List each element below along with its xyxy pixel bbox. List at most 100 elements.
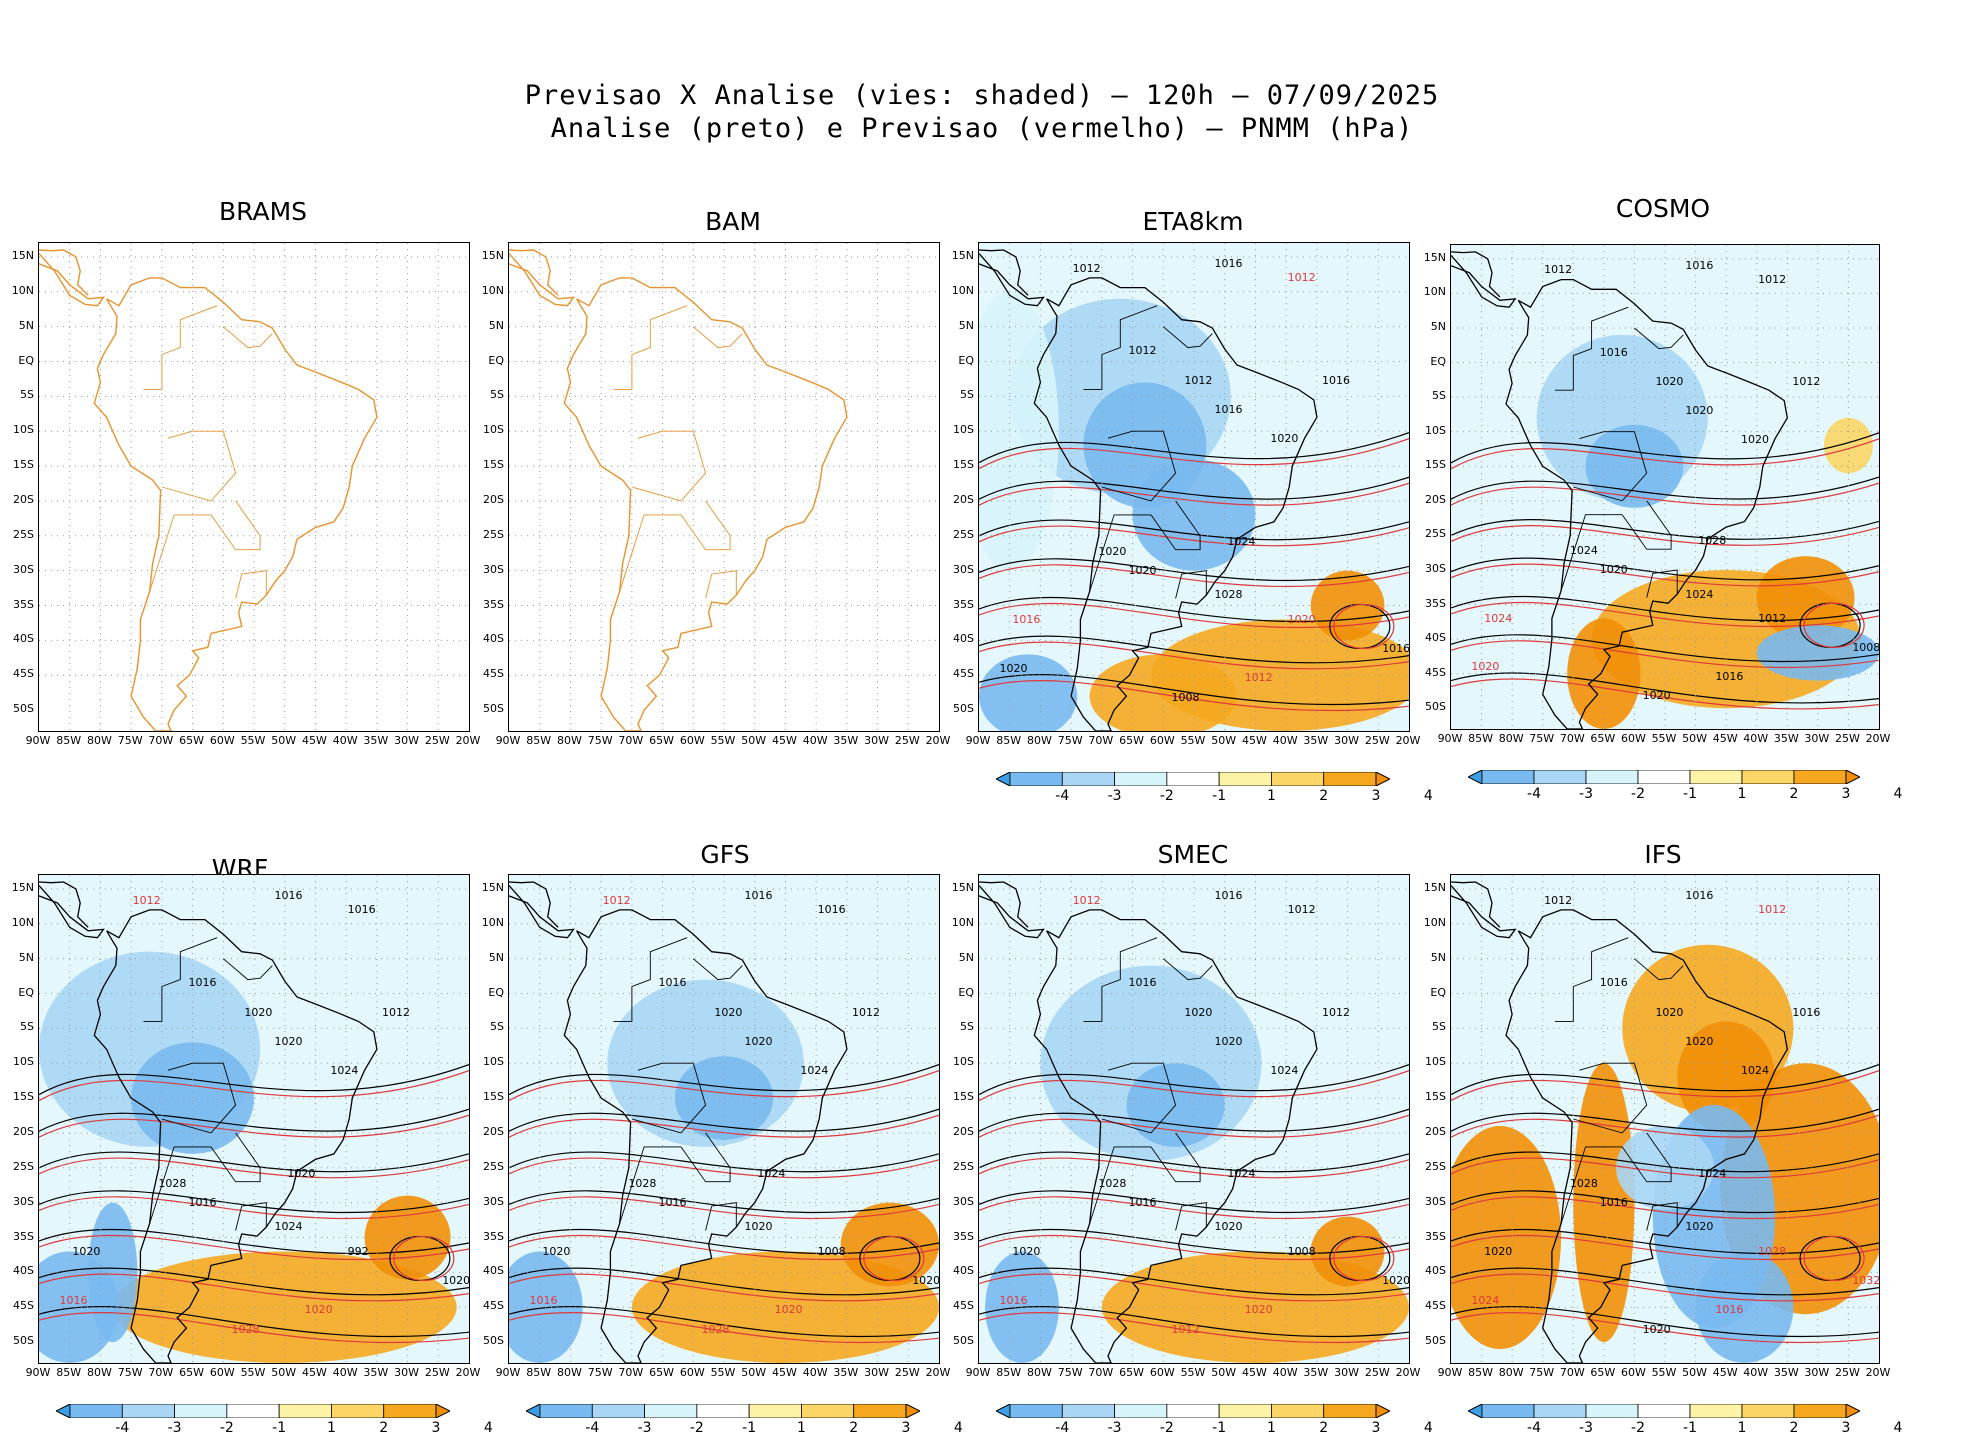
colorbar-bin [383,1404,437,1418]
coastline [1033,909,1318,1363]
forecast-isobar [39,1311,469,1344]
longitude-tick-label: 70W [1088,734,1114,747]
country-border [1150,1132,1201,1183]
latitude-tick-label: 25S [483,1159,504,1173]
latitude-tick-label: 10S [483,423,504,437]
forecast-isobar [1451,525,1879,546]
latitude-tick-label: 30S [1425,1194,1446,1208]
country-border [1634,327,1684,350]
longitude-tick-label: 20W [1865,732,1891,745]
longitude-tick-label: 20W [1395,1366,1421,1379]
colorbar-bin [853,1404,907,1418]
isobar-label: 1012 [1072,893,1101,907]
analysis-isobar [509,1267,939,1296]
panel-title: BRAMS [218,197,308,226]
longitude-tick-label: 60W [1620,732,1646,745]
longitude-tick-label: 50W [271,734,297,747]
latitude-tick-label: 10N [1423,915,1446,929]
latitude-tick-label: 15S [13,1090,34,1104]
isobar-label: 1012 [1544,263,1573,277]
colorbar [526,1404,920,1418]
country-border [1101,430,1177,502]
colorbar-tick-label: 3 [1841,1420,1851,1436]
longitude-tick-label: 85W [996,734,1022,747]
latitude-tick-label: 20S [953,1124,974,1138]
forecast-isobar [509,1196,939,1220]
longitude-tick-label: 80W [1498,732,1524,745]
country-border [693,326,743,349]
analysis-isobar [979,1108,1409,1132]
latitude-tick-label: 40S [953,1264,974,1278]
isobar-label: 1012 [382,1005,410,1019]
longitude-tick-label: 30W [1804,1366,1830,1379]
bias-shade-region [1616,1125,1714,1210]
colorbar-bin [1533,770,1587,784]
latitude-tick-label: 20S [1425,1124,1446,1138]
colorbar [996,1404,1390,1418]
longitude-tick-label: 85W [56,1366,82,1379]
latitude-tick-label: 35S [483,597,504,611]
latitude-tick-label: 5S [960,388,974,402]
colorbar-bin [1637,770,1691,784]
analysis-isobar [979,432,1409,464]
latitude-tick-label: 40S [483,1264,504,1278]
longitude-tick-label: 75W [1057,1366,1083,1379]
colorbar-tick-label: 1 [1737,1420,1747,1436]
colorbar-tick-label: -4 [1055,1420,1070,1436]
isobar-label: 1012 [1244,671,1273,685]
longitude-tick-label: 60W [679,1366,705,1379]
isobar-label: 1024 [1569,544,1598,558]
colorbar-bin [539,1404,593,1418]
longitude-tick-label: 80W [1026,1366,1052,1379]
longitude-tick-label: 50W [1682,732,1707,745]
isobar-label: 1012 [132,893,161,907]
isobar-label: 1020 [774,1303,803,1317]
colorbar-bin [1585,770,1639,784]
country-border [1089,514,1151,592]
country-border [1083,305,1158,390]
analysis-isobar [1451,1108,1879,1132]
latitude-tick-label: 15S [1425,458,1446,472]
country-border [680,1132,731,1183]
panel-title: IFS [1644,840,1682,869]
longitude-tick-label: 30W [1334,1366,1359,1379]
longitude-tick-label: 45W [301,1366,327,1379]
longitude-tick-label: 35W [833,734,859,747]
colorbar-tick-label: 1 [1266,788,1276,804]
isobar-label: 1024 [1685,587,1714,601]
latitude-tick-label: 50S [1425,1334,1446,1348]
forecast-isobar [1451,1311,1879,1344]
isobar-label: 1020 [244,1005,273,1019]
longitude-tick-label: 75W [1529,732,1555,745]
isobar-label: 1016 [1715,669,1744,683]
latitude-tick-label: 15N [951,880,974,894]
longitude-tick-label: 50W [271,1366,297,1379]
colorbar-bin [1689,1404,1743,1418]
longitude-tick-label: 85W [1468,732,1493,745]
longitude-tick-label: 45W [771,734,797,747]
colorbar-bin [1323,1404,1377,1418]
forecast-isobar [979,564,1409,588]
country-border [619,1146,681,1224]
latitude-tick-label: 40S [1425,631,1446,645]
isobar-label: 1016 [1214,888,1243,902]
longitude-tick-label: 85W [526,1366,552,1379]
colorbar-tick-label: -3 [1579,786,1593,802]
forecast-isobar [979,1311,1409,1344]
colorbar-tick-label: -1 [1683,1420,1697,1436]
isobar-label: 1020 [1599,563,1628,577]
longitude-tick-label: 60W [679,734,705,747]
forecast-isobar [979,1157,1409,1179]
coastline [39,249,89,296]
forecast-isobar [39,1273,469,1302]
isobar-label: 1028 [1569,1176,1598,1190]
colorbar-bin [1114,1404,1168,1418]
map-frame [508,242,940,732]
forecast-isobar [509,1311,939,1344]
forecast-isobar [39,1196,469,1220]
colorbar-tick-label: 1 [326,1420,336,1436]
forecast-isobar [39,1114,469,1138]
longitude-tick-label: 65W [179,734,204,747]
latitude-tick-label: 50S [13,1334,34,1348]
latitude-tick-label: 5N [1430,950,1446,964]
